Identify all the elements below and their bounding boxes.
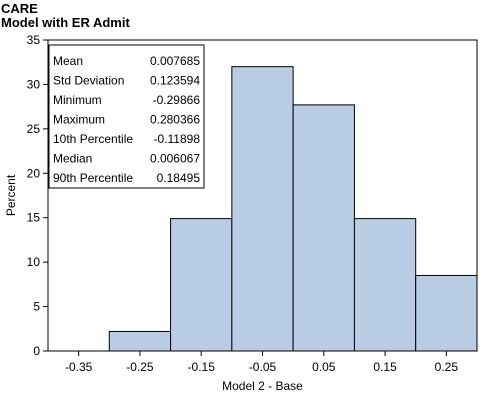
x-tick-label-5: 0.15 — [373, 360, 397, 374]
chart-subtitle: Model with ER Admit — [1, 15, 130, 30]
stats-label-0: Mean — [53, 54, 83, 68]
y-tick-label-5: 25 — [27, 122, 41, 136]
y-tick-label-1: 5 — [33, 300, 40, 314]
stats-value-2: -0.29866 — [153, 93, 201, 107]
x-tick-label-6: 0.25 — [435, 360, 459, 374]
stats-label-3: Maximum — [53, 113, 105, 127]
x-tick-label-1: -0.25 — [126, 360, 154, 374]
stats-box — [48, 44, 205, 189]
y-tick-label-7: 35 — [27, 33, 41, 47]
y-tick-label-6: 30 — [27, 77, 41, 91]
stats-value-6: 0.18495 — [157, 171, 201, 185]
stats-value-1: 0.123594 — [150, 74, 200, 88]
x-tick-label-0: -0.35 — [65, 360, 93, 374]
y-tick-label-4: 20 — [27, 166, 41, 180]
stats-label-1: Std Deviation — [53, 74, 124, 88]
x-tick-label-4: 0.05 — [312, 360, 336, 374]
stats-label-2: Minimum — [53, 93, 102, 107]
stats-label-6: 90th Percentile — [53, 171, 133, 185]
x-tick-label-2: -0.15 — [188, 360, 216, 374]
stats-label-4: 10th Percentile — [53, 132, 133, 146]
x-axis-label: Model 2 - Base — [222, 379, 303, 393]
stats-value-5: 0.006067 — [150, 152, 200, 166]
histogram-bar-5 — [353, 218, 417, 352]
histogram-bar-4 — [292, 104, 355, 352]
y-tick-label-3: 15 — [27, 211, 41, 225]
chart-title: CARE — [1, 1, 38, 16]
histogram-bar-2 — [170, 218, 233, 352]
stats-value-3: 0.280366 — [150, 113, 200, 127]
y-axis-label: Percent — [4, 174, 18, 216]
stats-label-5: Median — [53, 152, 92, 166]
histogram-bar-1 — [108, 330, 172, 352]
stats-value-4: -0.11898 — [154, 132, 201, 146]
y-tick-label-2: 10 — [27, 255, 41, 269]
histogram-bar-6 — [415, 274, 478, 352]
y-tick-label-0: 0 — [33, 344, 40, 358]
histogram-bar-3 — [231, 66, 294, 352]
x-tick-label-3: -0.05 — [249, 360, 277, 374]
stats-value-0: 0.007685 — [150, 54, 200, 68]
